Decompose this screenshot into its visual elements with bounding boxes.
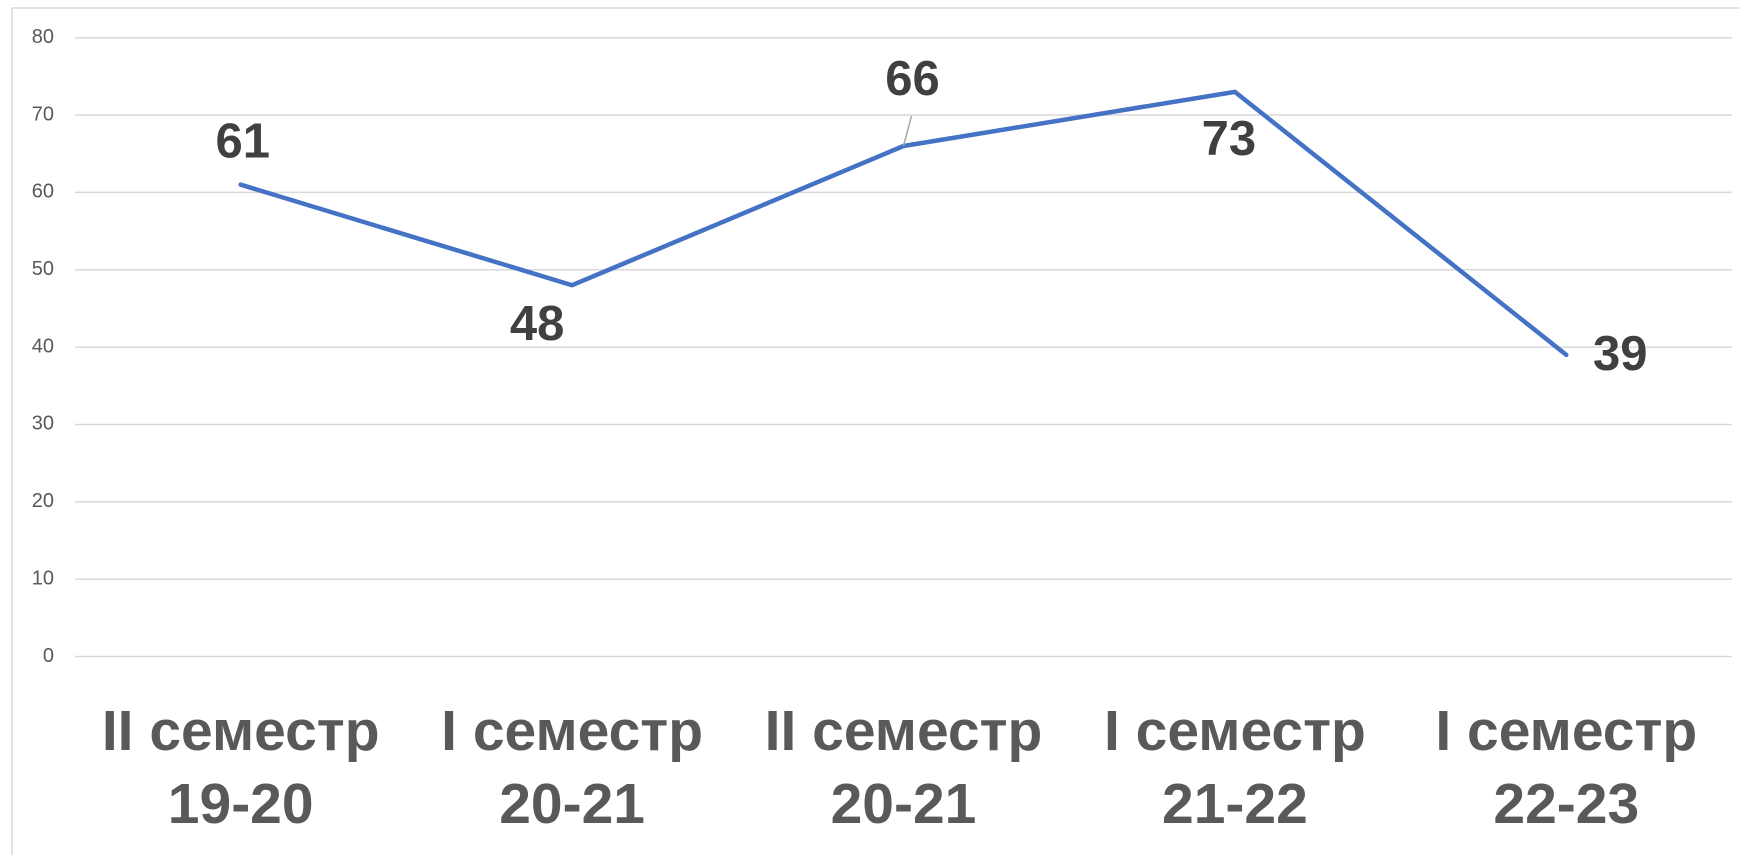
y-tick-label: 0 [43,645,54,667]
y-tick-label: 40 [32,335,54,357]
data-label: 66 [885,52,940,106]
data-label: 61 [215,115,270,169]
data-label: 73 [1202,112,1257,166]
leader-line [902,115,913,147]
data-label: 48 [510,297,565,351]
x-tick-label: II семестр 20-21 [765,699,1043,836]
x-tick-label: I семестр 22-23 [1435,699,1697,836]
y-tick-label: 60 [32,181,54,203]
y-tick-label: 20 [32,490,54,512]
chart-frame [11,7,1739,855]
x-tick-label: II семестр 19-20 [102,699,380,836]
y-tick-label: 70 [32,103,54,125]
y-tick-label: 30 [32,413,54,435]
line [238,89,1569,358]
y-tick-label: 80 [32,26,54,48]
y-tick-label: 10 [32,567,54,589]
x-tick-label: I семестр 21-22 [1104,699,1366,836]
x-tick-label: I семестр 20-21 [441,699,703,836]
y-tick-label: 50 [32,258,54,280]
data-label: 39 [1593,327,1648,381]
